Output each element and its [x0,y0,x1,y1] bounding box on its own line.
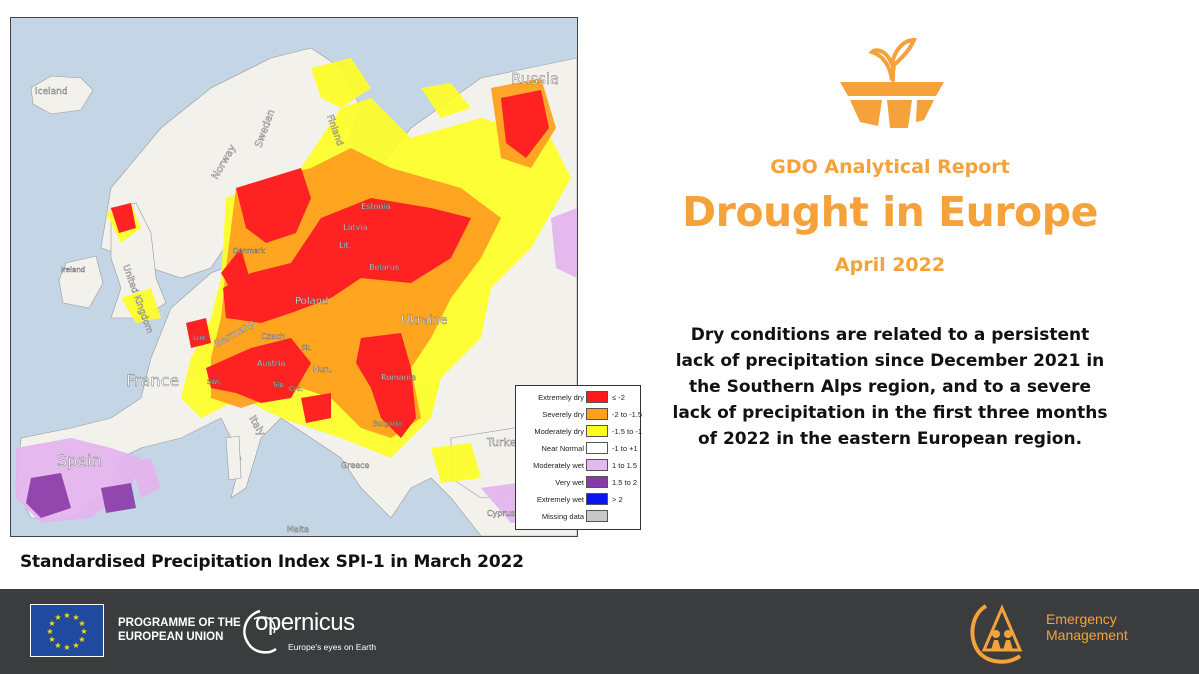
label-austria: Austria [257,359,285,368]
label-ukraine: Ukraine [401,313,447,327]
legend-row: Moderately wet 1 to 1.5 [520,458,638,472]
emergency-management-logo-icon [970,604,1023,664]
map-caption: Standardised Precipitation Index SPI-1 i… [20,552,524,572]
label-bulgaria: Bulgaria [373,420,402,428]
summary-line: of 2022 in the eastern European region. [697,429,1083,449]
extremely-dry-areas [111,90,549,438]
legend-label: Severely dry [542,410,584,419]
label-cro: Cro. [289,385,303,393]
copernicus-name: opernicus [255,609,355,636]
label-turkey: Turkey [486,436,523,449]
label-russia: Russia [511,70,559,88]
legend-range: -1 to +1 [612,444,638,453]
label-poland: Poland [295,296,328,307]
label-malta: Malta [287,525,309,534]
label-lit: Lit. [339,241,351,250]
eu-programme-text: PROGRAMME OF THE EUROPEAN UNION [118,616,241,644]
legend-swatch [586,476,608,488]
spi-map: Iceland Russia Finland Sweden Norway Est… [10,17,578,537]
svg-text:★: ★ [63,611,70,620]
legend-label: Extremely wet [536,495,584,504]
eu-flag-icon: ★ ★ ★ ★ ★ ★ ★ ★ ★ ★ ★ ★ [30,604,104,657]
copernicus-tagline: Europe's eyes on Earth [288,642,377,652]
svg-text:★: ★ [48,635,55,644]
legend-range: -1.5 to -1 [612,427,643,436]
label-latvia: Latvia [343,223,367,232]
legend-swatch [586,442,608,454]
label-hun: Hun. [313,365,332,374]
report-date: April 2022 [834,254,946,276]
label-czech: Czech [261,332,285,341]
legend-label: Moderately wet [533,461,584,470]
summary-line: lack of precipitation in the first three… [672,403,1108,423]
emergency-management-text: Emergency Management [1046,611,1128,643]
svg-text:★: ★ [78,619,85,628]
legend-label: Moderately dry [534,427,584,436]
label-belarus: Belarus [369,263,399,272]
legend-row: Very wet 1.5 to 2 [520,475,638,489]
svg-text:★: ★ [78,635,85,644]
legend-range: 1.5 to 2 [612,478,638,487]
em-line: Management [1046,627,1128,643]
legend-range: > 2 [612,495,623,504]
legend-row: Moderately dry -1.5 to -1 [520,424,642,438]
label-ireland: Ireland [61,266,85,274]
legend-row: Severely dry -2 to -1.5 [520,407,642,421]
report-subtitle: GDO Analytical Report [770,156,1010,178]
programme-line: PROGRAMME OF THE [118,617,241,629]
legend-swatch [586,459,608,471]
legend-row: Extremely wet > 2 [520,492,638,506]
svg-text:★: ★ [54,641,61,650]
legend-swatch [586,493,608,505]
legend-row: Missing data [520,509,638,523]
programme-line: EUROPEAN UNION [118,631,224,643]
summary-line: Dry conditions are related to a persiste… [690,325,1090,345]
label-cyprus: Cyprus [487,509,515,518]
label-romania: Romania [381,373,416,382]
legend-swatch [586,408,608,420]
gdo-sprout-logo-icon [840,37,944,128]
label-swi: Swi. [207,378,221,386]
svg-text:★: ★ [80,627,87,636]
label-slo: Slo [273,381,284,389]
label-denmark: Denmark [233,247,266,255]
label-sk: Sk. [301,344,312,352]
legend-swatch [586,391,608,403]
svg-text:★: ★ [63,643,70,652]
svg-text:★: ★ [72,613,79,622]
legend-range: -2 to -1.5 [612,410,643,419]
europe-map-svg: Iceland Russia Finland Sweden Norway Est… [11,18,577,536]
label-greece: Greece [341,461,370,470]
legend-label: Near Normal [541,444,584,453]
summary-line: lack of precipitation since December 202… [675,351,1105,371]
legend-label: Extremely dry [538,393,584,402]
svg-text:★: ★ [72,641,79,650]
legend-row: Near Normal -1 to +1 [520,441,638,455]
legend-swatch [586,425,608,437]
report-summary: Dry conditions are related to a persiste… [660,322,1120,452]
map-legend: Extremely dry ≤ -2 Severely dry -2 to -1… [515,385,642,530]
report-title: Drought in Europe [682,188,1098,236]
legend-label: Missing data [541,512,584,521]
label-iceland: Iceland [35,87,68,97]
legend-swatch [586,510,608,522]
em-line: Emergency [1046,611,1117,627]
svg-text:★: ★ [54,613,61,622]
legend-row: Extremely dry ≤ -2 [520,390,638,404]
copernicus-swirl-icon [243,609,277,654]
label-lux: Lux. [193,334,208,342]
legend-label: Very wet [555,478,584,487]
svg-text:★: ★ [46,627,53,636]
legend-range: ≤ -2 [612,393,625,402]
footer-bar: ★ ★ ★ ★ ★ ★ ★ ★ ★ ★ ★ ★ PROGRAMME OF THE… [0,589,1199,674]
label-estonia: Estonia [361,202,391,211]
label-france: France [126,371,179,390]
label-spain: Spain [57,451,102,470]
svg-text:★: ★ [48,619,55,628]
summary-line: the Southern Alps region, and to a sever… [688,377,1092,397]
legend-range: 1 to 1.5 [612,461,638,470]
